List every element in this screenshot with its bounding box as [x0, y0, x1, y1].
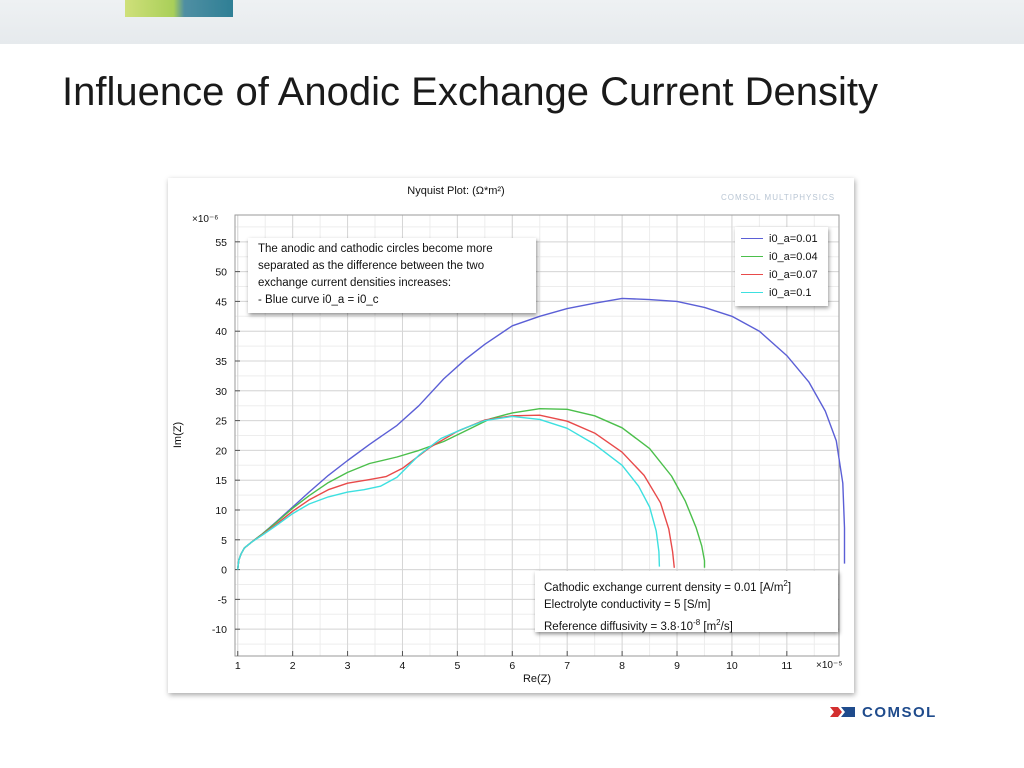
x-tick-label: 8	[619, 660, 625, 672]
plot-area-border	[234, 214, 840, 657]
y-tick-label: -10	[212, 624, 227, 636]
comsol-logo: COMSOL	[830, 703, 937, 721]
y-tick-label: 5	[221, 535, 227, 547]
x-axis-label: Re(Z)	[523, 673, 551, 685]
y-axis-label: Im(Z)	[172, 422, 184, 448]
x-tick-label: 9	[674, 660, 680, 672]
y-tick-label: 15	[215, 475, 227, 487]
annotation-line: Reference diffusivity = 3.8·10-8 [m2/s]	[544, 617, 733, 633]
y-tick-label: 55	[215, 237, 227, 249]
y-tick-label: 50	[215, 267, 227, 279]
series-lines	[237, 297, 846, 570]
annotation-line: - Blue curve i0_a = i0_c	[258, 294, 379, 306]
series-line-3	[237, 414, 675, 570]
x-tick-label: 5	[454, 660, 460, 672]
legend-item: i0_a=0.1	[741, 284, 812, 301]
y-tick-label: 25	[215, 416, 227, 428]
y-tick-label: 30	[215, 386, 227, 398]
legend-label: i0_a=0.07	[769, 268, 818, 281]
legend-swatch	[741, 292, 763, 293]
slide-title: Influence of Anodic Exchange Current Den…	[62, 70, 879, 114]
plot-title: Nyquist Plot: (Ω*m²)	[407, 185, 504, 197]
annotation-line: separated as the difference between the …	[258, 260, 485, 272]
nyquist-plot: Nyquist Plot: (Ω*m²) COMSOL MULTIPHYSICS…	[168, 178, 854, 693]
header-decoration	[125, 0, 233, 17]
y-multiplier: ×10⁻⁶	[192, 214, 218, 225]
annotation-parameters: Cathodic exchange current density = 0.01…	[535, 571, 838, 633]
y-tick-label: 20	[215, 445, 227, 457]
annotation-line: Electrolyte conductivity = 5 [S/m]	[544, 598, 711, 611]
legend-label: i0_a=0.04	[769, 250, 818, 263]
comsol-mark-icon	[830, 707, 855, 717]
x-tick-label: 1	[235, 660, 241, 672]
x-tick-label: 11	[781, 660, 792, 672]
legend-label: i0_a=0.01	[769, 232, 818, 245]
legend-item: i0_a=0.01	[741, 230, 818, 247]
legend-item: i0_a=0.07	[741, 266, 818, 283]
series-line-4	[237, 415, 661, 570]
y-tick-label: 45	[215, 296, 227, 308]
x-tick-label: 2	[290, 660, 296, 672]
y-tick-label: -5	[218, 594, 227, 606]
annotation-line: Cathodic exchange current density = 0.01…	[544, 579, 792, 594]
comsol-wordmark: COMSOL	[862, 703, 937, 721]
legend-item: i0_a=0.04	[741, 248, 818, 265]
x-tick-label: 4	[400, 660, 406, 672]
annotation-separation: The anodic and cathodic circles become m…	[248, 238, 536, 313]
x-multiplier: ×10⁻⁵	[816, 660, 842, 671]
legend-label: i0_a=0.1	[769, 286, 812, 299]
x-tick-label: 7	[564, 660, 570, 672]
annotation-line: exchange current densities increases:	[258, 277, 452, 289]
y-tick-label: 0	[221, 565, 227, 577]
x-tick-label: 10	[726, 660, 738, 672]
y-tick-label: 40	[215, 326, 227, 338]
y-tick-label: 10	[215, 505, 227, 517]
legend-swatch	[741, 256, 763, 257]
watermark: COMSOL MULTIPHYSICS	[721, 193, 835, 202]
series-line-2	[237, 407, 706, 570]
legend-swatch	[741, 238, 763, 239]
legend-swatch	[741, 274, 763, 275]
y-tick-label: 35	[215, 356, 227, 368]
series-line-1	[237, 297, 846, 570]
x-tick-label: 6	[509, 660, 515, 672]
annotation-line: The anodic and cathodic circles become m…	[258, 243, 493, 255]
legend: i0_a=0.01 i0_a=0.04 i0_a=0.07 i0_a=0.1	[735, 227, 828, 306]
x-tick-label: 3	[345, 660, 351, 672]
